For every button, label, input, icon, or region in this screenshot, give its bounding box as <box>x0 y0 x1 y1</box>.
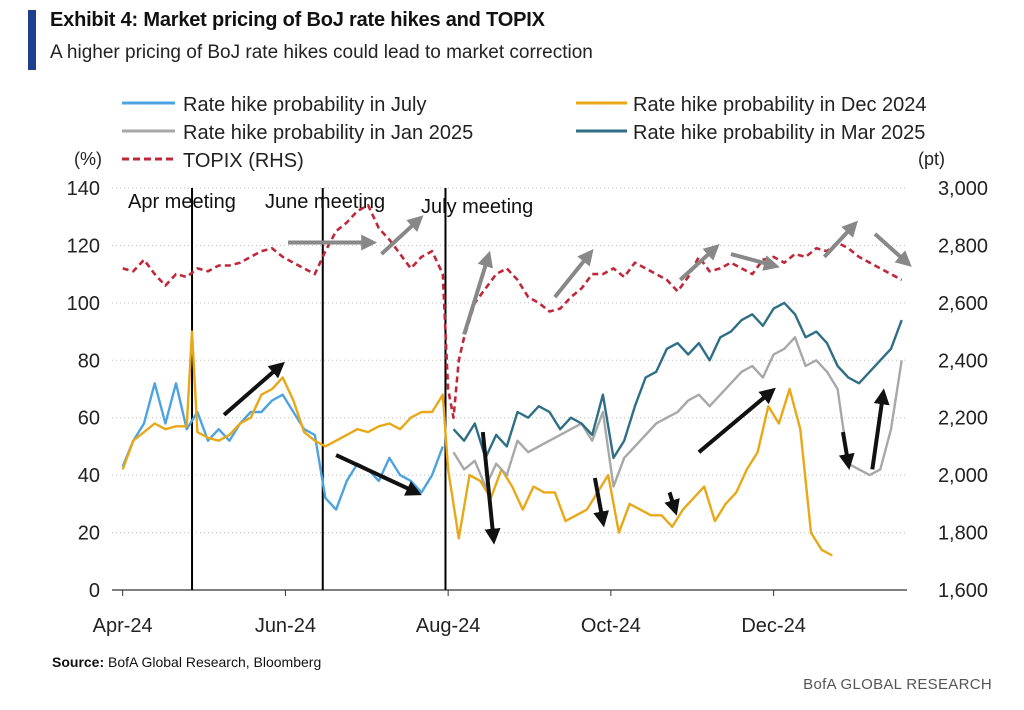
legend-label-dec-2024: Rate hike probability in Dec 2024 <box>633 94 927 116</box>
x-tick-label: Dec-24 <box>741 615 805 637</box>
right-tick-label: 3,000 <box>938 178 988 200</box>
left-tick-label: 40 <box>78 465 100 487</box>
right-tick-label: 1,600 <box>938 580 988 602</box>
right-axis-unit: (pt) <box>918 149 945 169</box>
trend-arrow-black <box>480 431 501 545</box>
trend-arrow-black <box>335 453 422 496</box>
right-tick-label: 2,000 <box>938 465 988 487</box>
x-tick-label: Oct-24 <box>581 615 641 637</box>
legend-label-jan-2025: Rate hike probability in Jan 2025 <box>183 122 473 144</box>
left-tick-label: 100 <box>67 293 100 315</box>
brand-footer: BofA GLOBAL RESEARCH <box>803 676 992 693</box>
series-line-mar-2025 <box>452 301 903 460</box>
source-text: BofA Global Research, Bloomberg <box>108 654 322 670</box>
trend-arrow-grey <box>553 249 594 299</box>
legend-label-topix: TOPIX (RHS) <box>183 150 304 172</box>
meeting-label: Apr meeting <box>128 191 236 213</box>
x-tick-label: Apr-24 <box>93 615 153 637</box>
trend-arrow-grey <box>462 250 493 336</box>
trend-arrow-grey <box>678 243 720 282</box>
series-line-jan-2025 <box>452 336 903 488</box>
right-tick-label: 2,400 <box>938 350 988 372</box>
x-tick-label: Jun-24 <box>255 615 316 637</box>
plot-area: 0 20 40 60 80 100 120 140 1,600 1,800 2,000 2,200 2,… <box>67 178 988 637</box>
trend-arrow-black <box>697 387 776 454</box>
left-tick-label: 120 <box>67 235 100 257</box>
legend-label-mar-2025: Rate hike probability in Mar 2025 <box>633 122 925 144</box>
right-tick-label: 2,200 <box>938 408 988 430</box>
meeting-label: July meeting <box>421 196 533 218</box>
title-accent-bar <box>28 10 36 70</box>
source-note: Source: BofA Global Research, Bloomberg <box>52 654 321 670</box>
trend-arrow-grey <box>380 215 424 256</box>
trend-arrow-grey <box>822 220 859 259</box>
series-line-july <box>121 382 444 511</box>
series-line-topix <box>122 203 903 420</box>
trend-arrow-black <box>222 361 285 417</box>
left-tick-label: 140 <box>67 178 100 200</box>
trend-arrow-black <box>870 388 890 470</box>
left-tick-label: 60 <box>78 408 100 430</box>
right-tick-label: 1,800 <box>938 523 988 545</box>
trend-arrow-grey <box>873 232 912 267</box>
right-tick-label: 2,600 <box>938 293 988 315</box>
left-tick-label: 80 <box>78 350 100 372</box>
trend-arrow-black <box>838 431 855 470</box>
left-axis-unit: (%) <box>74 149 102 169</box>
source-label: Source: <box>52 654 105 670</box>
trend-arrow-grey <box>730 252 780 271</box>
meeting-label: June meeting <box>265 191 385 213</box>
legend-label-july: Rate hike probability in July <box>183 94 426 116</box>
exhibit-title: Exhibit 4: Market pricing of BoJ rate hi… <box>50 9 545 31</box>
exhibit-subtitle: A higher pricing of BoJ rate hikes could… <box>50 42 593 63</box>
trend-arrow-black <box>592 477 609 528</box>
left-tick-label: 20 <box>78 523 100 545</box>
series-line-dec-2024 <box>121 330 833 557</box>
trend-arrow-black <box>664 491 680 516</box>
right-tick-label: 2,800 <box>938 235 988 257</box>
x-tick-label: Aug-24 <box>416 615 481 637</box>
chart-legend: Rate hike probability in July Rate hike … <box>122 94 927 172</box>
left-tick-label: 0 <box>89 580 100 602</box>
